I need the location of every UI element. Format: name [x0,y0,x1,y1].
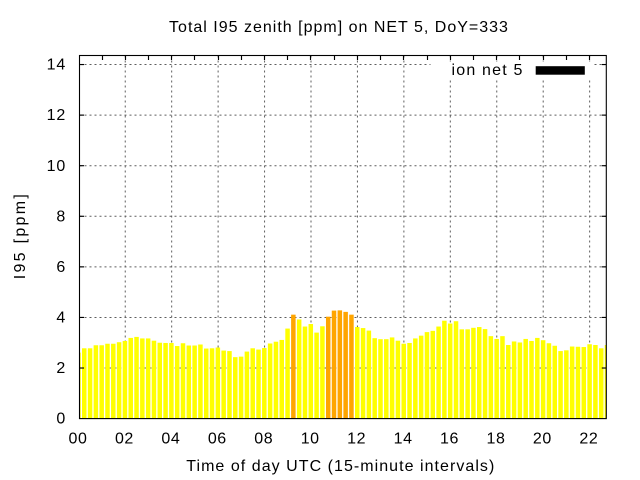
svg-text:06: 06 [208,430,227,447]
svg-text:4: 4 [56,310,66,327]
svg-text:00: 00 [69,430,88,447]
svg-text:0: 0 [56,411,66,428]
svg-text:10: 10 [301,430,320,447]
svg-text:10: 10 [47,158,67,175]
svg-text:18: 18 [486,430,505,447]
svg-text:8: 8 [56,208,66,225]
svg-text:14: 14 [394,430,413,447]
svg-text:04: 04 [161,430,180,447]
svg-text:Total I95 zenith [ppm] on NET: Total I95 zenith [ppm] on NET 5, DoY=333 [169,19,509,36]
svg-text:I95 [ppm]: I95 [ppm] [12,192,29,279]
svg-text:16: 16 [440,430,459,447]
svg-text:ion net 5: ion net 5 [452,62,524,79]
svg-text:20: 20 [533,430,552,447]
svg-text:08: 08 [254,430,273,447]
svg-text:Time of day UTC (15-minute int: Time of day UTC (15-minute intervals) [186,458,495,475]
svg-text:22: 22 [579,430,598,447]
svg-text:02: 02 [115,430,134,447]
svg-text:6: 6 [56,259,66,276]
svg-text:12: 12 [47,107,67,124]
svg-text:2: 2 [56,360,66,377]
svg-text:14: 14 [47,57,67,74]
svg-text:12: 12 [347,430,366,447]
